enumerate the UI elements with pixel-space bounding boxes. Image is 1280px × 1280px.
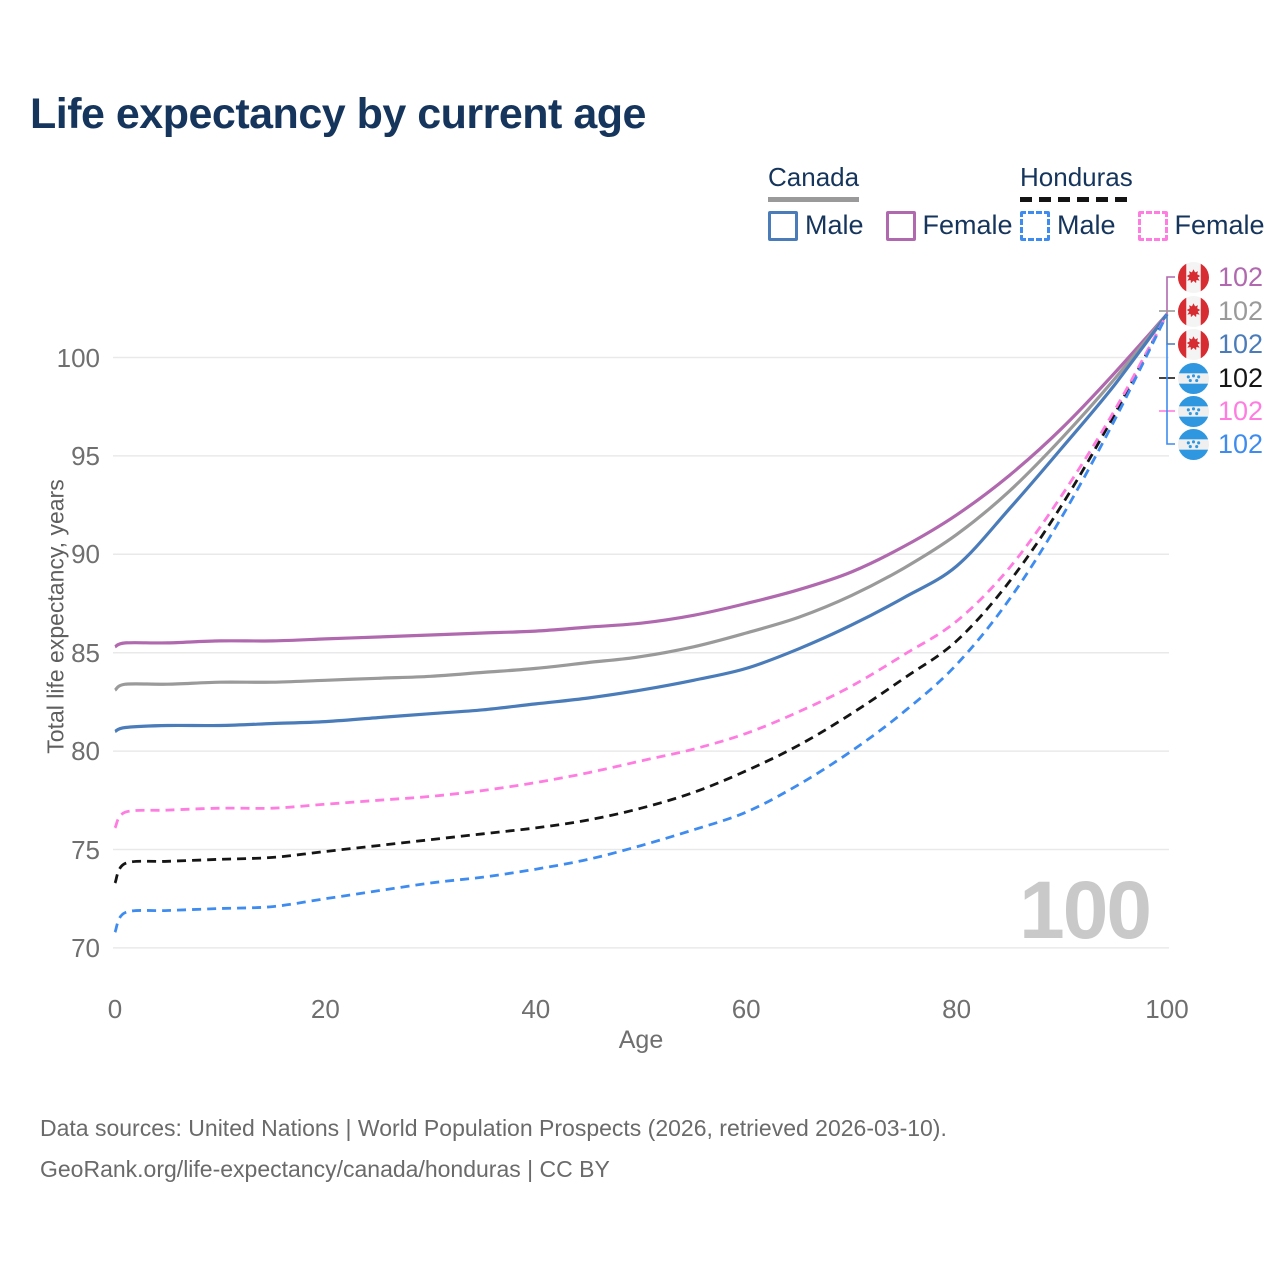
- end-value: 102: [1218, 295, 1264, 326]
- leader-line-0: [1166, 276, 1175, 315]
- end-value: 102: [1218, 328, 1264, 359]
- canada-female-swatch-icon: [885, 210, 916, 241]
- end-label-honduras-male: 102: [1178, 428, 1263, 460]
- x-tick-20: 20: [310, 994, 340, 1024]
- legend-canada-male-label: Male: [805, 210, 864, 240]
- honduras-female-swatch-icon: [1137, 210, 1168, 241]
- series-line-honduras-male[interactable]: [113, 313, 1169, 933]
- y-tick-85: 85: [71, 637, 100, 668]
- legend-honduras-male-label: Male: [1057, 210, 1116, 240]
- end-label-canada-both-sexes: 102: [1178, 295, 1263, 327]
- legend-canada-female-label: Female: [922, 210, 1013, 240]
- series-line-canada-male[interactable]: [114, 313, 1169, 733]
- end-label-canada-female: 102: [1178, 261, 1263, 293]
- y-axis-title: Total life expectancy, years: [42, 479, 69, 754]
- end-value: 102: [1218, 428, 1264, 459]
- x-tick-80: 80: [942, 994, 972, 1024]
- x-tick-0: 0: [107, 994, 123, 1024]
- canada-male-swatch-icon: [768, 210, 798, 241]
- x-axis-title: Age: [618, 1026, 664, 1054]
- y-tick-95: 95: [71, 440, 100, 471]
- y-tick-75: 75: [71, 834, 100, 865]
- end-label-canada-male: 102: [1178, 328, 1263, 360]
- footer-attribution: GeoRank.org/life-expectancy/canada/hondu…: [40, 1155, 610, 1182]
- series-line-canada-female[interactable]: [114, 313, 1169, 649]
- legend-item-honduras-male[interactable]: Male: [1020, 210, 1116, 241]
- leader-line-5: [1166, 344, 1175, 445]
- canada-flag-icon: [1178, 261, 1209, 293]
- legend-item-canada-male[interactable]: Male: [768, 210, 864, 241]
- series-line-canada-both-sexes[interactable]: [113, 313, 1169, 692]
- end-value: 102: [1218, 261, 1264, 292]
- legend-canada-label: Canada: [768, 162, 860, 192]
- footer: Data sources: United Nations | World Pop…: [40, 1108, 947, 1190]
- series-line-honduras-female[interactable]: [113, 313, 1169, 829]
- canada-flag-icon: [1178, 295, 1209, 327]
- end-value: 102: [1218, 395, 1264, 426]
- page-title: Life expectancy by current age: [30, 90, 646, 138]
- honduras-flag-icon: [1178, 428, 1209, 460]
- legend-honduras-female-label: Female: [1174, 210, 1265, 240]
- legend-canada-line-swatch: [768, 197, 860, 202]
- y-tick-100: 100: [56, 342, 100, 373]
- footer-data-sources: Data sources: United Nations | World Pop…: [40, 1115, 947, 1141]
- series-line-honduras-both-sexes[interactable]: [113, 313, 1169, 884]
- honduras-male-swatch-icon: [1020, 210, 1050, 241]
- legend-canada: Canada Male Female: [768, 162, 1013, 241]
- y-tick-70: 70: [71, 932, 100, 963]
- legend-honduras-line-swatch: [1020, 197, 1133, 202]
- legend-item-canada-female[interactable]: Female: [885, 210, 1013, 241]
- y-tick-80: 80: [71, 736, 100, 767]
- leader-line-2: [1166, 314, 1175, 345]
- honduras-flag-icon: [1178, 395, 1209, 427]
- end-label-honduras-female: 102: [1178, 395, 1263, 427]
- x-tick-100: 100: [1145, 994, 1189, 1024]
- legend-honduras: Honduras Male Female: [1020, 162, 1265, 241]
- age-watermark: 100: [1019, 865, 1152, 956]
- y-tick-90: 90: [71, 539, 100, 570]
- legend-honduras-label: Honduras: [1020, 162, 1133, 192]
- end-value: 102: [1218, 362, 1264, 393]
- legend-item-honduras-female[interactable]: Female: [1137, 210, 1265, 241]
- canada-flag-icon: [1178, 328, 1209, 360]
- x-tick-40: 40: [521, 994, 551, 1024]
- x-tick-60: 60: [731, 994, 761, 1024]
- honduras-flag-icon: [1178, 362, 1209, 394]
- end-label-honduras-both-sexes: 102: [1178, 362, 1263, 394]
